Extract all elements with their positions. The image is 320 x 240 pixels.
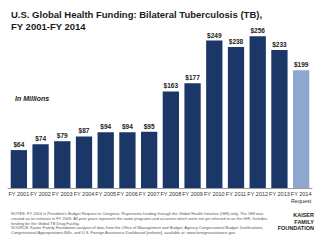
svg-text:FAMILY: FAMILY xyxy=(294,219,314,225)
svg-text:In Millions: In Millions xyxy=(15,95,49,102)
svg-text:FY 2014: FY 2014 xyxy=(291,191,312,197)
svg-text:FY 2002: FY 2002 xyxy=(30,191,51,197)
svg-text:FY 2001: FY 2001 xyxy=(9,191,30,197)
svg-text:$249: $249 xyxy=(207,32,222,40)
svg-text:FY 2013: FY 2013 xyxy=(269,191,290,197)
svg-text:$238: $238 xyxy=(229,38,244,46)
svg-text:$87: $87 xyxy=(79,127,90,135)
svg-text:U.S. Global Health Funding: Bi: U.S. Global Health Funding: Bilateral Tu… xyxy=(11,9,262,20)
svg-text:$163: $163 xyxy=(164,82,179,90)
svg-text:FY 2007: FY 2007 xyxy=(139,191,160,197)
svg-text:$233: $233 xyxy=(272,41,287,49)
svg-text:FY 2004: FY 2004 xyxy=(74,191,95,197)
svg-text:FY 2011: FY 2011 xyxy=(226,191,246,197)
svg-text:$74: $74 xyxy=(35,135,46,143)
svg-text:SOURCE: Kaiser Family Foundati: SOURCE: Kaiser Family Foundation analysi… xyxy=(11,225,265,231)
svg-text:Congressional Appropriations B: Congressional Appropriations Bills, and … xyxy=(11,230,236,235)
svg-text:FY 2006: FY 2006 xyxy=(117,191,138,197)
svg-text:created as an initiative in FY: created as an initiative in FY 2009. All… xyxy=(11,215,269,221)
svg-text:NOTES: FY 2014 is President's: NOTES: FY 2014 is President's Budget Req… xyxy=(11,210,265,216)
svg-text:$94: $94 xyxy=(100,123,111,131)
svg-text:FY 2010: FY 2010 xyxy=(204,191,225,197)
svg-text:KAISER: KAISER xyxy=(293,212,314,218)
svg-text:FY 2005: FY 2005 xyxy=(95,191,116,197)
svg-text:$95: $95 xyxy=(144,123,155,131)
svg-text:FY 2001-FY 2014: FY 2001-FY 2014 xyxy=(11,21,86,32)
svg-text:funding for the Global TB Drug: funding for the Global TB Drug Facility. xyxy=(11,220,80,226)
svg-text:$79: $79 xyxy=(57,132,68,140)
svg-text:FY 2008: FY 2008 xyxy=(161,191,182,197)
svg-text:$256: $256 xyxy=(250,27,265,35)
svg-text:FY 2012: FY 2012 xyxy=(247,191,268,197)
svg-text:$64: $64 xyxy=(13,141,24,149)
svg-text:FOUNDATION: FOUNDATION xyxy=(278,225,314,231)
svg-text:FY 2003: FY 2003 xyxy=(52,191,73,197)
svg-text:$94: $94 xyxy=(122,123,133,131)
svg-text:$199: $199 xyxy=(294,61,309,69)
svg-text:$177: $177 xyxy=(185,74,200,82)
svg-text:Request: Request xyxy=(291,198,312,204)
svg-text:FY 2009: FY 2009 xyxy=(182,191,203,197)
